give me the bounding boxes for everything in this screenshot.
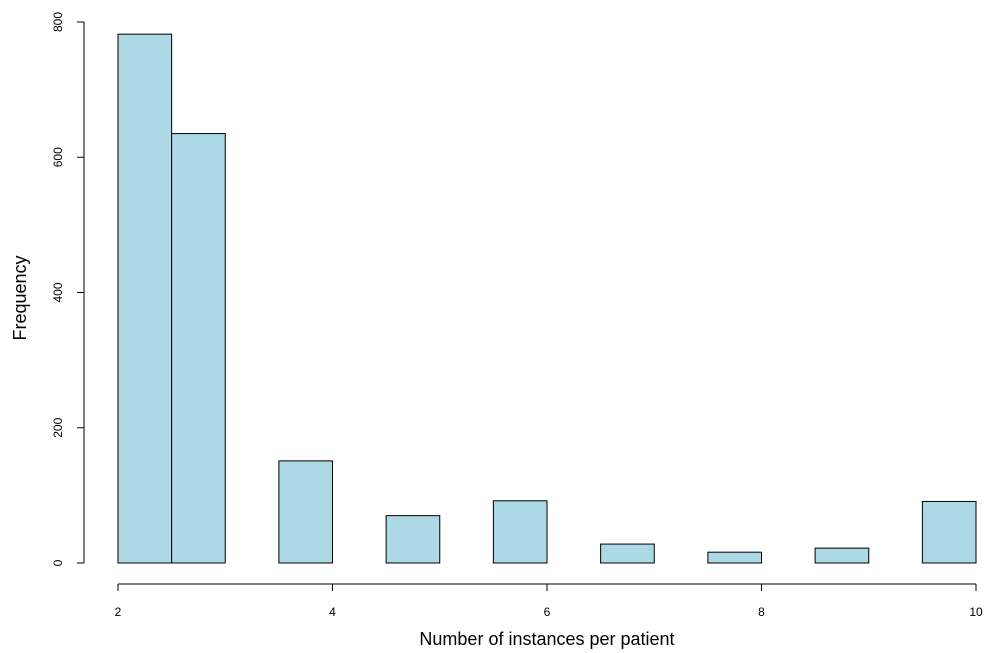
histogram-bar bbox=[278, 460, 334, 564]
y-tick-label: 400 bbox=[51, 282, 65, 302]
x-axis-title: Number of instances per patient bbox=[419, 629, 674, 649]
y-tick-label: 800 bbox=[51, 12, 65, 32]
x-tick-label: 4 bbox=[329, 605, 336, 619]
histogram-bar bbox=[492, 500, 548, 564]
x-tick-label: 8 bbox=[758, 605, 765, 619]
x-tick-label: 10 bbox=[969, 605, 983, 619]
histogram-bar bbox=[814, 547, 870, 564]
x-axis: 2 4 6 8 10 bbox=[115, 583, 983, 619]
y-tick-label: 0 bbox=[51, 559, 65, 566]
histogram-bar bbox=[171, 133, 226, 564]
y-axis: 0 200 400 600 800 bbox=[51, 12, 85, 566]
histogram-bar bbox=[600, 543, 655, 564]
histogram-bar bbox=[921, 500, 977, 564]
histogram-bar bbox=[117, 33, 173, 564]
histogram-bar bbox=[707, 551, 763, 564]
x-tick-label: 2 bbox=[115, 605, 122, 619]
histogram-bar bbox=[385, 515, 441, 564]
y-tick-label: 200 bbox=[51, 417, 65, 437]
y-tick-label: 600 bbox=[51, 147, 65, 167]
y-axis-title: Frequency bbox=[10, 255, 30, 340]
histogram-bars bbox=[117, 33, 977, 564]
x-tick-label: 6 bbox=[544, 605, 551, 619]
